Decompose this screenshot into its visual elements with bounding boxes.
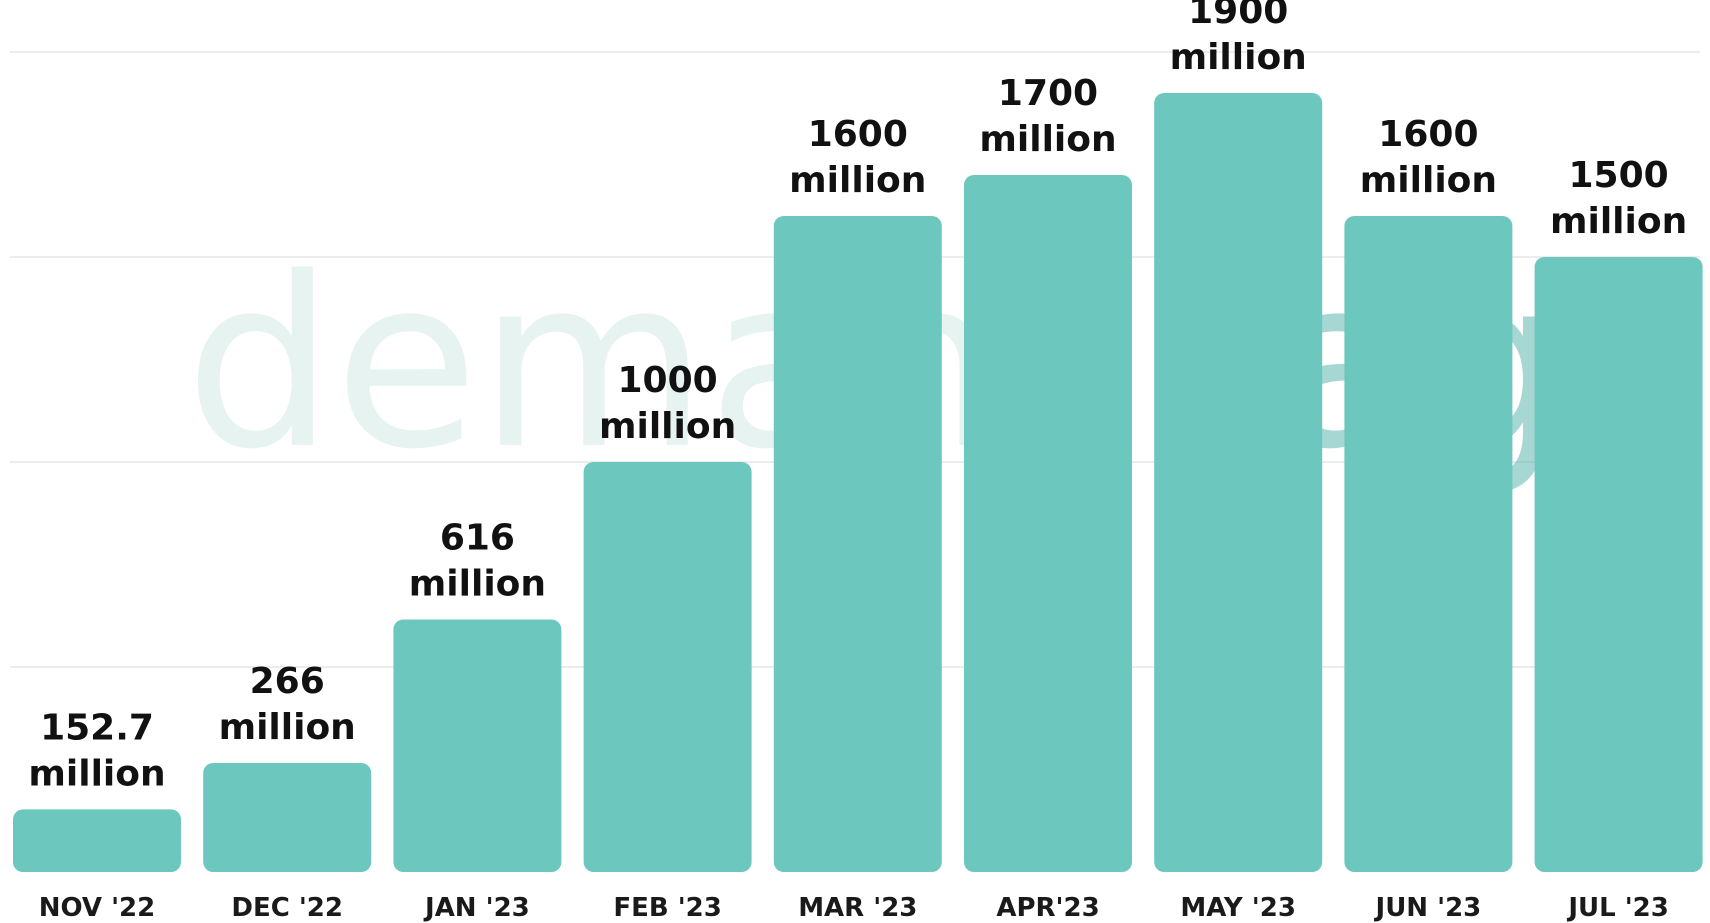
- x-tick-label: MAY '23: [1180, 893, 1296, 923]
- x-axis-tick-labels: NOV '22 DEC '22 JAN '23 FEB '23 MAR '23 APR'2…: [39, 893, 1669, 923]
- x-tick-label: JUN '23: [1374, 893, 1482, 923]
- bar: [13, 809, 181, 872]
- bar: [773, 216, 942, 872]
- data-label-unit: million: [409, 563, 546, 604]
- data-label-value: 1600: [808, 114, 908, 155]
- data-label-value: 1000: [617, 360, 717, 401]
- x-tick-label: JUL '23: [1566, 893, 1669, 923]
- data-label-unit: million: [1170, 37, 1307, 78]
- data-label-value: 1600: [1378, 114, 1478, 155]
- bar: [393, 619, 562, 872]
- data-label-value: 152.7: [40, 707, 154, 748]
- bar: [1344, 216, 1513, 872]
- data-label-value: 1500: [1568, 155, 1668, 196]
- bar: [583, 462, 752, 872]
- data-label-value: 616: [440, 517, 515, 558]
- x-tick-label: JAN '23: [423, 893, 530, 923]
- x-tick-label: DEC '22: [231, 893, 343, 923]
- data-label-unit: million: [979, 119, 1116, 160]
- bar: [1534, 257, 1703, 872]
- x-tick-label: APR'23: [996, 893, 1099, 923]
- data-label-unit: million: [599, 406, 736, 447]
- data-label-unit: million: [28, 753, 165, 794]
- data-label-value: 1700: [998, 73, 1098, 114]
- data-label-value: 1900: [1188, 0, 1288, 32]
- bar: [203, 762, 372, 872]
- data-label-unit: million: [1550, 201, 1687, 242]
- value-labels: 152.7 million 266 million 616 million 1000 mill…: [28, 0, 1687, 794]
- data-label-unit: million: [789, 160, 926, 201]
- bar: [1154, 93, 1323, 872]
- bar: [964, 175, 1132, 872]
- x-tick-label: FEB '23: [613, 893, 722, 923]
- data-label-unit: million: [219, 707, 356, 748]
- x-tick-label: MAR '23: [798, 893, 917, 923]
- bars: [13, 93, 1703, 872]
- data-label-value: 266: [250, 661, 325, 702]
- data-label-unit: million: [1360, 160, 1497, 201]
- x-tick-label: NOV '22: [39, 893, 155, 923]
